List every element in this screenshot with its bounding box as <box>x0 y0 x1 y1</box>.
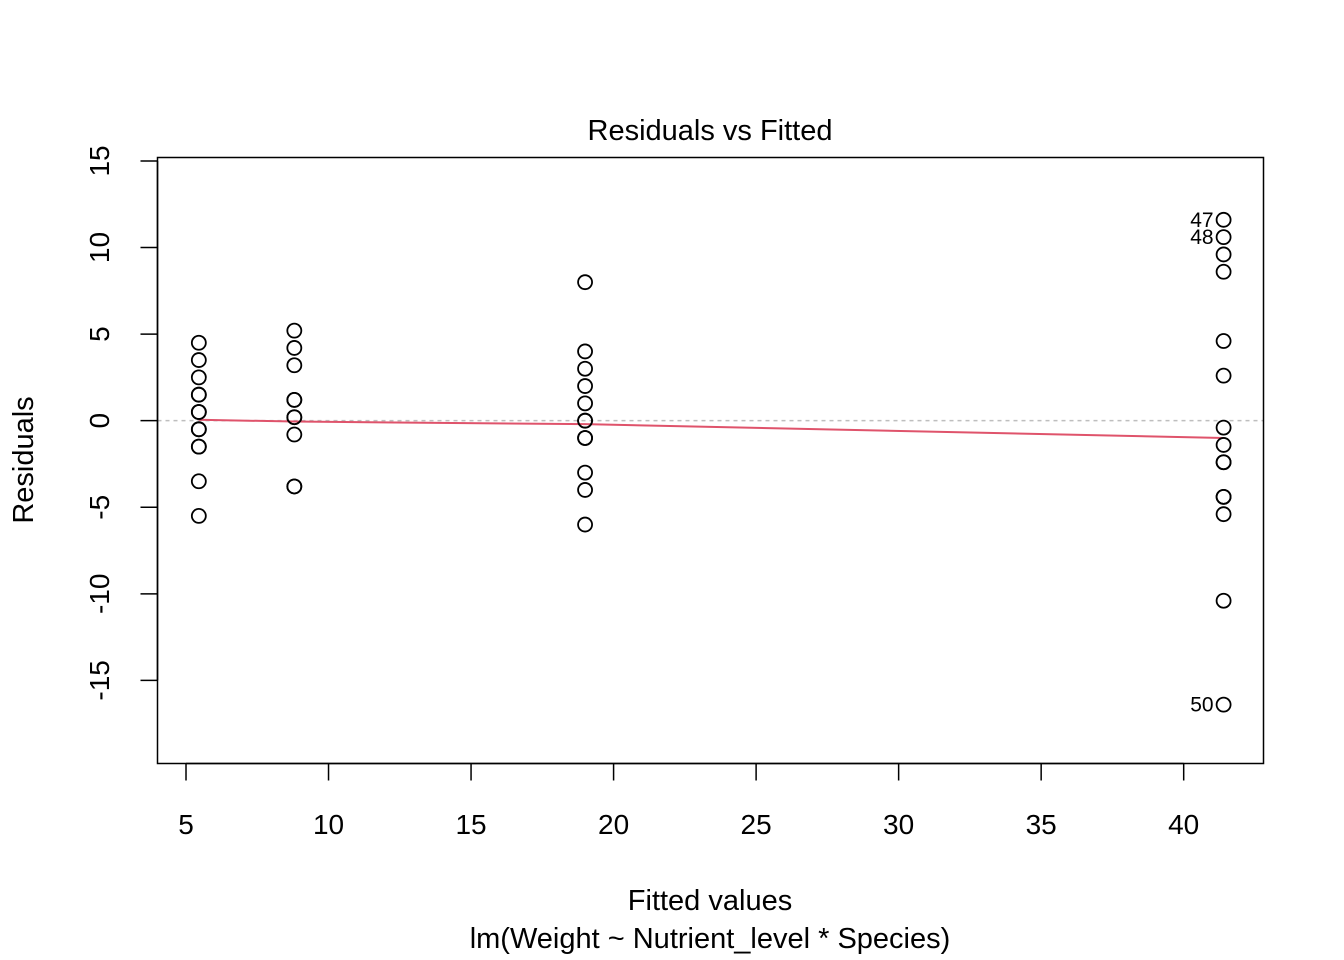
x-tick-label: 15 <box>455 809 486 840</box>
y-tick-label: -15 <box>84 660 115 700</box>
chart-title: Residuals vs Fitted <box>588 115 833 147</box>
plot-frame <box>156 156 1265 765</box>
outlier-label: 48 <box>1190 226 1213 249</box>
y-tick-label: 15 <box>84 145 115 176</box>
smooth-trend-line <box>198 418 1224 439</box>
outlier-label: 47 <box>1190 209 1213 232</box>
data-point <box>1215 229 1232 246</box>
outlier-label: 50 <box>1190 694 1213 717</box>
data-point <box>1215 592 1232 609</box>
data-point <box>190 334 207 351</box>
x-tick-label: 5 <box>178 809 194 840</box>
y-tick-label: -10 <box>84 574 115 614</box>
data-point <box>190 508 207 524</box>
data-point <box>577 378 593 394</box>
data-point <box>286 409 303 426</box>
y-tick-label: 10 <box>84 232 115 263</box>
x-tick-label: 10 <box>313 809 344 840</box>
x-tick-label: 20 <box>598 809 629 840</box>
x-tick-label: 40 <box>1168 809 1199 840</box>
model-formula-subtitle: lm(Weight ~ Nutrient_level * Species) <box>470 923 951 955</box>
data-point <box>1215 263 1232 280</box>
data-point <box>1215 419 1232 436</box>
y-tick-label: -5 <box>84 495 115 520</box>
data-point <box>1215 696 1232 713</box>
data-point <box>286 340 303 356</box>
y-tick-label: 5 <box>84 326 115 342</box>
y-axis: 15 10 5 0 -5 -10 -15 <box>84 145 159 701</box>
x-axis-title: Fitted values <box>628 885 792 917</box>
data-point <box>1215 437 1232 453</box>
data-point <box>577 482 593 498</box>
data-point <box>286 357 303 374</box>
data-point <box>190 404 207 420</box>
data-point <box>577 412 593 429</box>
data-point <box>286 478 303 495</box>
data-point <box>577 343 593 360</box>
data-point <box>1215 488 1232 505</box>
x-tick-label: 30 <box>883 809 914 840</box>
data-point <box>1215 333 1232 349</box>
data-point <box>286 322 303 339</box>
data-point <box>577 464 593 481</box>
data-point <box>577 360 593 377</box>
data-point <box>577 516 593 533</box>
y-tick-label: 0 <box>84 413 115 429</box>
data-point <box>190 386 207 403</box>
data-point <box>1215 454 1232 471</box>
data-points <box>190 211 1232 713</box>
y-axis-title: Residuals <box>8 396 40 523</box>
data-point <box>1215 367 1232 384</box>
data-point <box>577 274 593 291</box>
data-point <box>190 473 207 490</box>
data-point <box>286 426 303 443</box>
x-axis: 5 10 15 20 25 30 35 40 <box>178 762 1199 840</box>
data-point <box>1215 506 1232 523</box>
data-point <box>190 438 207 455</box>
data-point <box>190 421 207 438</box>
x-tick-label: 35 <box>1026 809 1057 840</box>
x-tick-label: 25 <box>741 809 772 840</box>
data-point <box>286 391 303 408</box>
data-point <box>1215 211 1232 228</box>
data-point <box>1215 246 1232 263</box>
data-point <box>577 430 593 446</box>
data-point <box>577 395 593 412</box>
data-point <box>190 352 207 368</box>
data-point <box>190 369 207 386</box>
